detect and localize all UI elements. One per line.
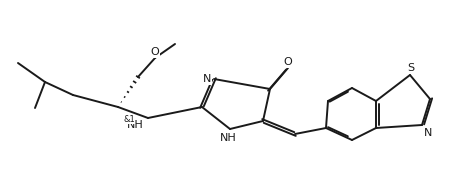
- Text: S: S: [407, 63, 414, 73]
- Text: NH: NH: [127, 120, 144, 130]
- Text: N: N: [203, 74, 211, 84]
- Text: &1: &1: [123, 115, 135, 124]
- Text: O: O: [150, 47, 159, 57]
- Text: N: N: [424, 128, 432, 138]
- Text: O: O: [284, 57, 292, 67]
- Text: NH: NH: [219, 133, 237, 143]
